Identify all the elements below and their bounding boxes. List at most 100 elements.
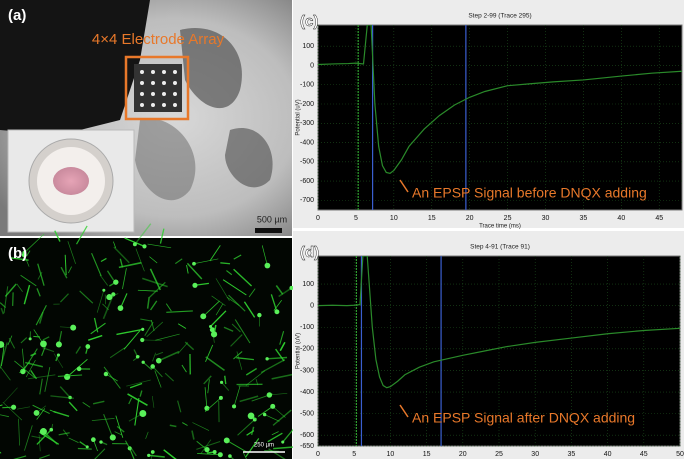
x-tick-label: 10 [387, 451, 395, 458]
panel-label: (c) [300, 13, 318, 30]
x-tick-label: 40 [604, 451, 612, 458]
y-axis-label: Potential (uV) [296, 99, 302, 135]
cell-body [142, 244, 146, 248]
y-tick-label: -650 [300, 443, 314, 450]
figure: (a) 4×4 Electrode Array 500 µm 250 µm (b)… [0, 0, 684, 459]
y-tick-label: -400 [300, 389, 314, 396]
x-tick-label: 20 [459, 451, 467, 458]
x-tick-label: 15 [428, 215, 436, 222]
array-label: 4×4 Electrode Array [92, 31, 225, 48]
y-axis-label: Potential (uV) [296, 333, 302, 369]
cell-body [267, 392, 272, 397]
x-tick-label: 35 [568, 451, 576, 458]
cell-body [257, 313, 261, 317]
x-tick-label: 15 [423, 451, 431, 458]
x-tick-label: 30 [542, 215, 550, 222]
panel-label: (b) [8, 245, 27, 262]
cell-body [113, 279, 118, 284]
cell-body [34, 410, 40, 416]
y-tick-label: -500 [300, 410, 314, 417]
y-tick-label: -600 [300, 178, 314, 185]
neurite [220, 263, 230, 264]
annotation: An EPSP Signal after DNQX adding [412, 410, 635, 426]
chart-title: Step 4-91 (Trace 91) [470, 244, 530, 251]
x-tick-label: 45 [655, 215, 663, 222]
annotation: An EPSP Signal before DNQX adding [412, 185, 647, 201]
scale-label: 250 µm [254, 443, 274, 449]
cell-body [136, 355, 140, 359]
x-tick-label: 30 [531, 451, 539, 458]
cell-body [200, 313, 206, 319]
cell-body [218, 452, 223, 457]
y-tick-label: -300 [300, 120, 314, 127]
cell-body [156, 358, 162, 364]
cell-body [142, 361, 145, 364]
panel-a: (a) 4×4 Electrode Array 500 µm [0, 0, 292, 236]
cell-body [91, 437, 96, 442]
cell-body [192, 283, 197, 288]
cell-body [141, 328, 144, 331]
cell-body [77, 367, 82, 372]
neurite [33, 336, 40, 337]
y-tick-label: -500 [300, 159, 314, 166]
neurite [78, 449, 92, 450]
chart: 1000-100-200-300-400-500-600-65005101520… [293, 231, 684, 459]
cell-body [86, 445, 89, 448]
x-tick-label: 5 [354, 215, 358, 222]
y-tick-label: 0 [310, 303, 314, 310]
cell-body [220, 381, 223, 384]
cell-body [147, 454, 150, 457]
cell-body [11, 405, 16, 410]
y-tick-label: -200 [300, 101, 314, 108]
cell-body [64, 374, 70, 380]
cell-body [140, 338, 144, 342]
cell-body [224, 437, 230, 443]
y-tick-label: -400 [300, 139, 314, 146]
cell-body [70, 325, 76, 331]
cell-body [102, 289, 105, 292]
cell-body [265, 263, 271, 269]
cell-body [274, 309, 279, 314]
y-tick-label: 100 [302, 43, 314, 50]
x-tick-label: 25 [504, 215, 512, 222]
cell-body [29, 337, 32, 340]
x-tick-label: 45 [640, 451, 648, 458]
y-tick-label: 100 [302, 281, 314, 288]
y-tick-label: -700 [300, 197, 314, 204]
cell-body [110, 434, 116, 440]
x-tick-label: 0 [316, 215, 320, 222]
y-tick-label: -100 [300, 324, 314, 331]
x-axis-label: Trace time (ms) [479, 224, 521, 230]
cell-body [99, 440, 102, 443]
scale-label: 500 µm [257, 214, 287, 224]
cell-body [150, 364, 155, 369]
cell-body [270, 404, 275, 409]
cell-body [57, 353, 60, 356]
cell-body [139, 410, 146, 417]
cell-body [213, 450, 217, 454]
cell-body [49, 428, 53, 432]
cell-body [265, 357, 268, 360]
cell-body [40, 341, 47, 348]
panel-label: (a) [8, 7, 26, 24]
x-tick-label: 5 [352, 451, 356, 458]
panel-label: (d) [300, 244, 319, 261]
cell-body [281, 441, 284, 444]
x-tick-label: 10 [390, 215, 398, 222]
cell-body [40, 428, 47, 435]
y-tick-label: -600 [300, 432, 314, 439]
cell-body [228, 454, 232, 458]
cell-body [133, 242, 137, 246]
y-tick-label: -300 [300, 367, 314, 374]
cell-body [219, 396, 223, 400]
y-tick-label: 0 [310, 62, 314, 69]
x-tick-label: 50 [676, 451, 684, 458]
cell-body [248, 412, 255, 419]
cell-body [85, 344, 90, 349]
cell-body [118, 305, 124, 311]
x-tick-label: 0 [316, 451, 320, 458]
cell-body [289, 286, 293, 290]
cell-body [56, 341, 62, 347]
x-tick-label: 40 [617, 215, 625, 222]
